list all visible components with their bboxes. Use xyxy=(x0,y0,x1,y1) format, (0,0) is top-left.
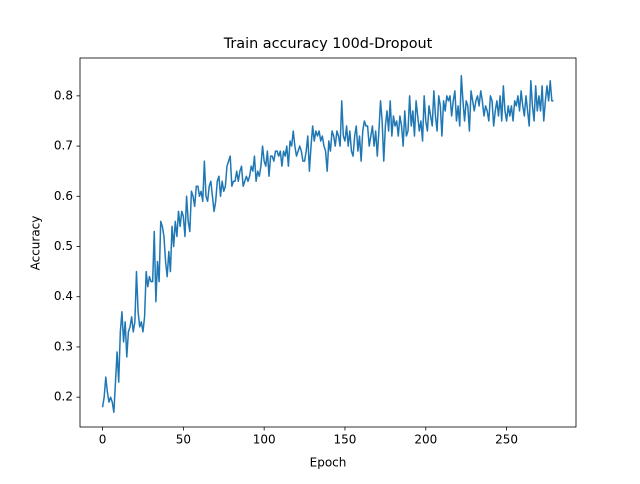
y-tick-label: 0.3 xyxy=(54,339,73,353)
x-tick-label: 200 xyxy=(414,433,437,447)
y-tick-label: 0.6 xyxy=(54,189,73,203)
x-axis-label: Epoch xyxy=(310,456,347,470)
y-tick-label: 0.5 xyxy=(54,239,73,253)
y-tick-label: 0.4 xyxy=(54,289,73,303)
chart-title: Train accuracy 100d-Dropout xyxy=(223,36,433,52)
y-tick-label: 0.7 xyxy=(54,139,73,153)
y-axis-label: Accuracy xyxy=(29,216,43,271)
x-tick-label: 0 xyxy=(99,433,107,447)
x-tick-label: 150 xyxy=(334,433,357,447)
axes-frame xyxy=(79,57,577,428)
y-tick-label: 0.8 xyxy=(54,88,73,102)
x-tick-label: 100 xyxy=(253,433,276,447)
y-tick-label: 0.2 xyxy=(54,390,73,404)
line-series xyxy=(101,75,554,413)
x-tick-label: 50 xyxy=(176,433,191,447)
x-tick-label: 250 xyxy=(495,433,518,447)
